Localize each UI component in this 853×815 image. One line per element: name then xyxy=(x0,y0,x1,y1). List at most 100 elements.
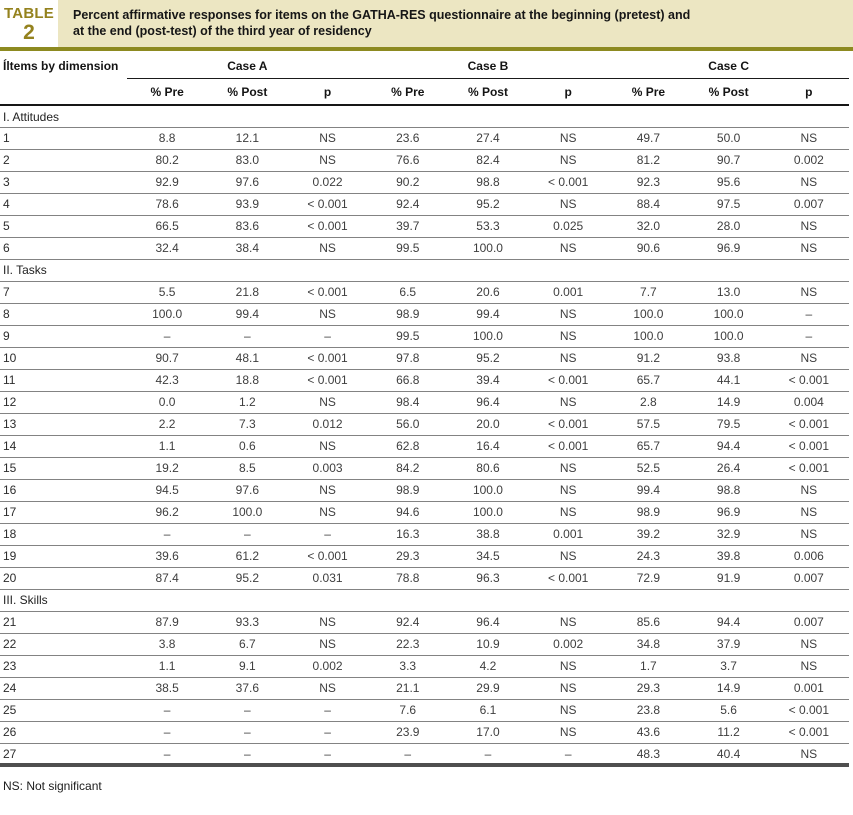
value-cell: NS xyxy=(319,637,336,652)
value-cell: NS xyxy=(319,439,336,454)
value-cell: 98.8 xyxy=(476,175,500,190)
value-cell: 100.0 xyxy=(472,505,503,520)
value-cell: 18.8 xyxy=(235,373,260,388)
value-cell: NS xyxy=(559,483,577,498)
section-label: II. Tasks xyxy=(3,263,47,278)
value-cell: 93.3 xyxy=(235,615,260,630)
value-cell: 0.007 xyxy=(793,615,824,630)
value-cell: 0.003 xyxy=(312,461,343,476)
value-cell: 9.1 xyxy=(238,659,256,674)
table-row: 23 1.1 9.1 0.002 3.3 4.2 NS 1.7 3.7 NS xyxy=(0,655,849,678)
case-a-header: Case A xyxy=(127,51,368,80)
item-number: 6 xyxy=(3,241,10,256)
item-number: 21 xyxy=(3,615,17,630)
value-cell: 100.0 xyxy=(472,483,503,498)
value-cell: 5.5 xyxy=(158,285,176,300)
value-cell: 99.4 xyxy=(476,307,500,322)
value-cell: 91.9 xyxy=(716,571,741,586)
value-cell: 95.2 xyxy=(476,351,500,366)
value-cell: NS xyxy=(800,241,818,256)
table-title: Percent affirmative responses for items … xyxy=(73,8,691,38)
table-row: 7 5.5 21.8 < 0.001 6.5 20.6 0.001 7.7 13.0 NS xyxy=(0,281,849,304)
table-row: 4 78.6 93.9 < 0.001 92.4 95.2 NS 88.4 97.5 0.007 xyxy=(0,193,849,216)
value-cell: < 0.001 xyxy=(788,373,830,388)
table-row: 22 3.8 6.7 NS 22.3 10.9 0.002 34.8 37.9 NS xyxy=(0,633,849,656)
item-number: 9 xyxy=(3,329,10,344)
value-cell: NS xyxy=(559,329,577,344)
value-cell: 94.6 xyxy=(396,505,420,520)
value-cell: 85.6 xyxy=(636,615,661,630)
value-cell: 34.5 xyxy=(476,549,500,564)
table-footnote: NS: Not significant xyxy=(3,779,102,794)
item-number: 18 xyxy=(3,527,17,542)
value-cell: 88.4 xyxy=(636,197,661,212)
value-cell: 66.5 xyxy=(155,219,179,234)
value-cell: 1.1 xyxy=(158,659,176,674)
item-number: 24 xyxy=(3,681,17,696)
value-cell: < 0.001 xyxy=(307,549,348,564)
value-cell: 56.0 xyxy=(396,417,420,432)
value-cell: 94.4 xyxy=(716,439,741,454)
value-cell: 65.7 xyxy=(636,373,661,388)
value-cell: < 0.001 xyxy=(788,461,830,476)
value-cell: – xyxy=(324,725,331,740)
value-cell: 95.2 xyxy=(235,571,260,586)
value-cell: 1.7 xyxy=(640,659,657,674)
value-cell: 38.5 xyxy=(155,681,179,696)
table-row: 11 42.3 18.8 < 0.001 66.8 39.4 < 0.001 65.7 44.1… xyxy=(0,369,849,392)
results-table: Íltems by dimension Case A Case B Case C… xyxy=(0,51,849,767)
value-cell: 92.4 xyxy=(396,197,420,212)
value-cell: 22.3 xyxy=(396,637,420,652)
item-number: 12 xyxy=(3,395,17,410)
value-cell: NS xyxy=(559,153,577,168)
value-cell: < 0.001 xyxy=(788,725,830,740)
value-cell: 7.7 xyxy=(640,285,657,300)
table-row: 8 100.0 99.4 NS 98.9 99.4 NS 100.0 100.0 – xyxy=(0,303,849,326)
value-cell: 0.006 xyxy=(793,549,824,564)
value-cell: NS xyxy=(559,395,577,410)
value-cell: 43.6 xyxy=(636,725,661,740)
value-cell: 96.2 xyxy=(155,505,179,520)
value-cell: < 0.001 xyxy=(307,219,348,234)
value-cell: 39.7 xyxy=(396,219,420,234)
value-cell: 39.2 xyxy=(636,527,661,542)
value-cell: 27.4 xyxy=(476,131,500,146)
value-cell: 21.1 xyxy=(396,681,420,696)
value-cell: 90.7 xyxy=(155,351,179,366)
value-cell: 93.8 xyxy=(716,351,741,366)
sub-header-spacer xyxy=(0,78,128,107)
table-badge-number: 2 xyxy=(23,21,35,44)
value-cell: 92.4 xyxy=(396,615,420,630)
value-cell: 49.7 xyxy=(636,131,661,146)
group-header-row: Íltems by dimension Case A Case B Case C xyxy=(0,51,849,80)
value-cell: 3.8 xyxy=(158,637,176,652)
value-cell: 82.4 xyxy=(476,153,500,168)
value-cell: 80.6 xyxy=(476,461,500,476)
value-cell: 3.3 xyxy=(399,659,417,674)
value-cell: 39.8 xyxy=(716,549,741,564)
case-b-header: Case B xyxy=(367,51,609,80)
value-cell: – xyxy=(564,746,572,761)
value-cell: < 0.001 xyxy=(547,373,589,388)
value-cell: 12.1 xyxy=(235,131,260,146)
value-cell: 95.2 xyxy=(476,197,500,212)
subcolumn-header: % Pre xyxy=(608,78,689,107)
value-cell: < 0.001 xyxy=(788,439,830,454)
value-cell: – xyxy=(243,746,251,761)
value-cell: – xyxy=(484,746,492,761)
value-cell: 0.0 xyxy=(158,395,176,410)
value-cell: 95.6 xyxy=(716,175,741,190)
value-cell: 11.2 xyxy=(717,725,740,740)
value-cell: 0.031 xyxy=(312,571,343,586)
value-cell: 97.6 xyxy=(235,483,260,498)
value-cell: 0.002 xyxy=(793,153,824,168)
value-cell: 94.4 xyxy=(716,615,741,630)
value-cell: 23.8 xyxy=(636,703,661,718)
value-cell: < 0.001 xyxy=(788,417,830,432)
value-cell: 2.2 xyxy=(158,417,176,432)
value-cell: 4.2 xyxy=(479,659,497,674)
value-cell: 87.9 xyxy=(155,615,179,630)
value-cell: 39.6 xyxy=(155,549,179,564)
value-cell: 1.2 xyxy=(238,395,256,410)
value-cell: NS xyxy=(800,351,818,366)
